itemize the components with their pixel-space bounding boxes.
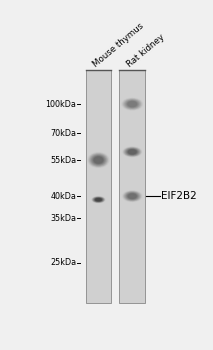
Ellipse shape bbox=[125, 148, 140, 156]
Ellipse shape bbox=[128, 194, 136, 198]
Ellipse shape bbox=[128, 194, 137, 198]
Ellipse shape bbox=[126, 100, 139, 108]
Ellipse shape bbox=[126, 101, 138, 107]
Ellipse shape bbox=[92, 156, 105, 164]
Ellipse shape bbox=[122, 191, 142, 202]
Ellipse shape bbox=[95, 198, 102, 201]
Ellipse shape bbox=[121, 98, 144, 111]
Ellipse shape bbox=[88, 152, 109, 168]
Ellipse shape bbox=[123, 191, 142, 201]
Ellipse shape bbox=[123, 147, 142, 157]
Ellipse shape bbox=[128, 102, 136, 106]
Ellipse shape bbox=[124, 191, 141, 201]
Ellipse shape bbox=[127, 193, 138, 199]
Ellipse shape bbox=[90, 154, 106, 166]
Ellipse shape bbox=[126, 148, 139, 155]
Ellipse shape bbox=[128, 150, 137, 154]
Ellipse shape bbox=[122, 147, 142, 157]
Ellipse shape bbox=[95, 198, 102, 201]
Ellipse shape bbox=[88, 153, 109, 167]
Ellipse shape bbox=[96, 199, 101, 201]
Ellipse shape bbox=[92, 197, 105, 203]
Ellipse shape bbox=[87, 152, 110, 168]
Ellipse shape bbox=[127, 149, 137, 154]
Text: Mouse thymus: Mouse thymus bbox=[91, 21, 145, 69]
Ellipse shape bbox=[126, 193, 138, 200]
Ellipse shape bbox=[127, 149, 138, 155]
Text: EIF2B2: EIF2B2 bbox=[161, 191, 197, 201]
Ellipse shape bbox=[91, 196, 105, 203]
Ellipse shape bbox=[122, 190, 143, 202]
Ellipse shape bbox=[128, 102, 137, 107]
Ellipse shape bbox=[92, 155, 105, 165]
Ellipse shape bbox=[122, 98, 143, 110]
Text: 25kDa: 25kDa bbox=[50, 258, 76, 267]
Ellipse shape bbox=[126, 149, 138, 155]
Ellipse shape bbox=[94, 197, 104, 202]
Ellipse shape bbox=[89, 153, 108, 167]
Ellipse shape bbox=[92, 197, 105, 203]
Bar bbox=[119, 70, 145, 303]
Ellipse shape bbox=[95, 198, 101, 201]
Ellipse shape bbox=[124, 99, 141, 109]
Text: Rat kidney: Rat kidney bbox=[125, 33, 166, 69]
Ellipse shape bbox=[127, 101, 138, 107]
Text: 40kDa: 40kDa bbox=[50, 192, 76, 201]
Ellipse shape bbox=[93, 197, 104, 202]
Text: 55kDa: 55kDa bbox=[50, 155, 76, 164]
Ellipse shape bbox=[125, 100, 140, 108]
Ellipse shape bbox=[127, 194, 137, 199]
Ellipse shape bbox=[123, 147, 141, 156]
Text: 70kDa: 70kDa bbox=[50, 129, 76, 138]
Ellipse shape bbox=[122, 98, 142, 110]
Ellipse shape bbox=[123, 99, 142, 110]
Ellipse shape bbox=[129, 150, 136, 154]
Ellipse shape bbox=[94, 198, 103, 201]
Ellipse shape bbox=[124, 99, 140, 108]
Ellipse shape bbox=[94, 198, 103, 202]
Ellipse shape bbox=[125, 193, 139, 200]
Ellipse shape bbox=[93, 197, 104, 202]
Ellipse shape bbox=[94, 157, 103, 163]
Ellipse shape bbox=[124, 148, 140, 156]
Ellipse shape bbox=[124, 148, 141, 156]
Bar bbox=[86, 70, 111, 303]
Ellipse shape bbox=[91, 155, 106, 165]
Ellipse shape bbox=[125, 192, 140, 200]
Ellipse shape bbox=[124, 192, 140, 201]
Ellipse shape bbox=[93, 156, 104, 164]
Ellipse shape bbox=[94, 157, 102, 163]
Ellipse shape bbox=[90, 154, 107, 166]
Text: 100kDa: 100kDa bbox=[45, 100, 76, 108]
Text: 35kDa: 35kDa bbox=[50, 214, 76, 223]
